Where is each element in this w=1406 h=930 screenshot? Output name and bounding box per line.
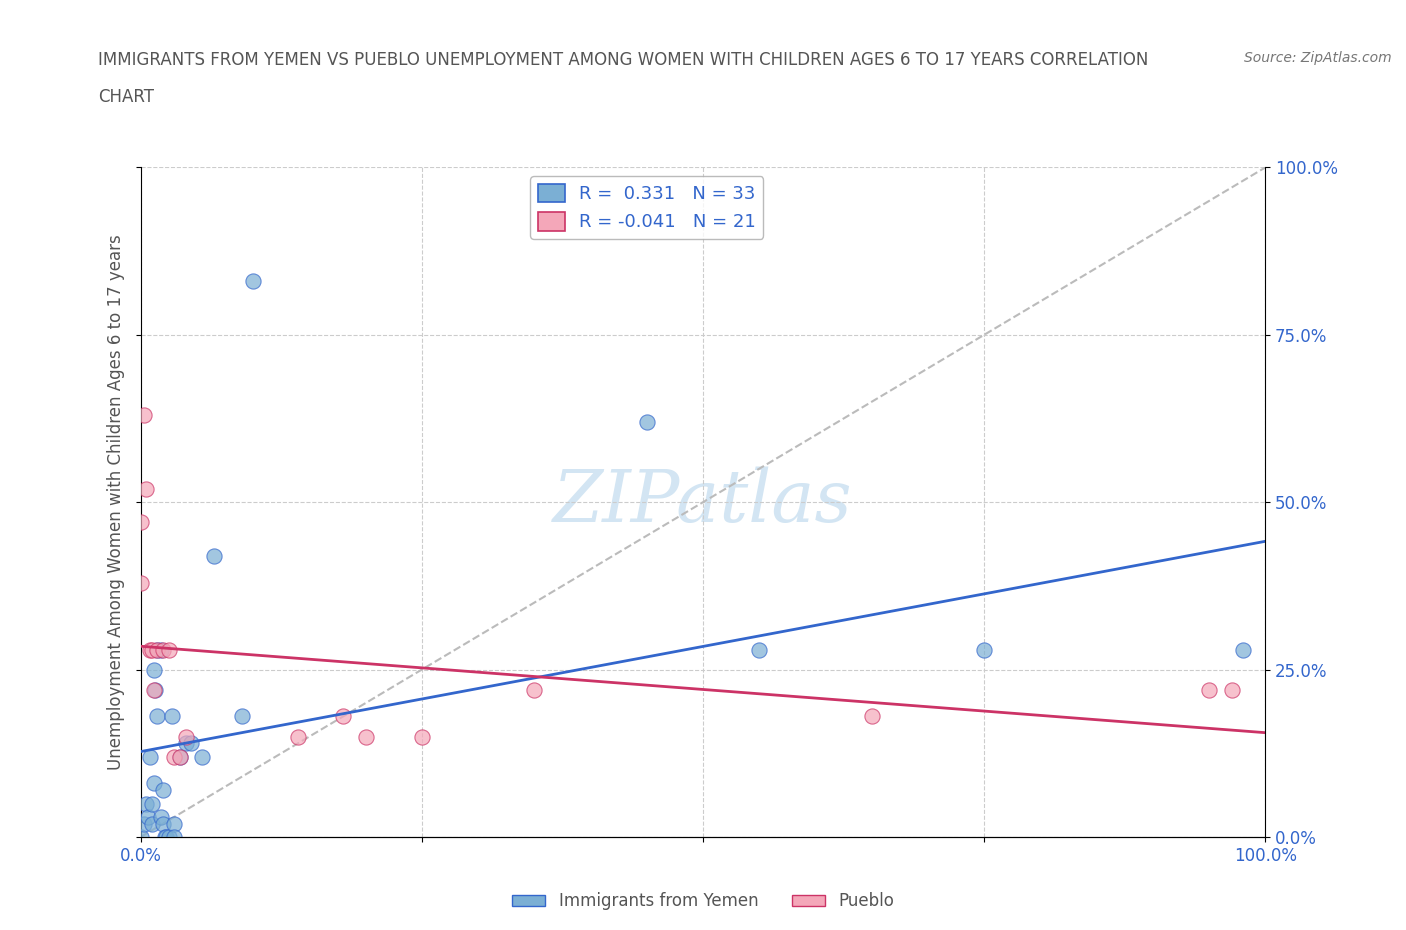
Point [163, 750, 186, 764]
Point [132, 817, 155, 831]
Point [141, 642, 163, 657]
Point [129, 575, 152, 590]
Point [202, 549, 225, 564]
Point [169, 750, 191, 764]
Point [143, 683, 166, 698]
Point [146, 642, 169, 657]
Point [860, 709, 883, 724]
Point [411, 729, 433, 744]
Point [163, 830, 186, 844]
Point [152, 817, 174, 831]
Legend: Immigrants from Yemen, Pueblo: Immigrants from Yemen, Pueblo [505, 885, 901, 917]
Point [143, 776, 166, 790]
Point [354, 729, 377, 744]
Point [160, 709, 183, 724]
Point [523, 683, 546, 698]
Point [636, 415, 658, 430]
Point [169, 750, 191, 764]
Point [149, 642, 172, 657]
Point [152, 783, 174, 798]
Point [748, 642, 770, 657]
Point [155, 830, 177, 844]
Point [132, 407, 155, 422]
Point [973, 642, 995, 657]
Point [1232, 642, 1254, 657]
Point [191, 750, 214, 764]
Point [174, 729, 197, 744]
Point [141, 817, 163, 831]
Text: ZIPatlas: ZIPatlas [553, 467, 853, 538]
Point [138, 809, 160, 824]
Point [138, 750, 160, 764]
Point [180, 736, 202, 751]
Point [141, 796, 163, 811]
Point [143, 683, 166, 698]
Text: IMMIGRANTS FROM YEMEN VS PUEBLO UNEMPLOYMENT AMONG WOMEN WITH CHILDREN AGES 6 TO: IMMIGRANTS FROM YEMEN VS PUEBLO UNEMPLOY… [98, 51, 1149, 69]
Point [174, 736, 197, 751]
Point [163, 817, 186, 831]
Point [157, 642, 180, 657]
Point [287, 729, 309, 744]
Point [146, 642, 169, 657]
Point [152, 642, 174, 657]
Point [242, 273, 264, 288]
Point [1220, 683, 1243, 698]
Point [143, 662, 166, 677]
Y-axis label: Unemployment Among Women with Children Ages 6 to 17 years: Unemployment Among Women with Children A… [107, 234, 125, 770]
Legend: R =  0.331   N = 33, R = -0.041   N = 21: R = 0.331 N = 33, R = -0.041 N = 21 [530, 177, 763, 239]
Point [231, 709, 253, 724]
Point [129, 830, 152, 844]
Point [135, 482, 157, 497]
Point [157, 830, 180, 844]
Text: CHART: CHART [98, 88, 155, 106]
Point [146, 709, 169, 724]
Point [155, 830, 177, 844]
Point [332, 709, 354, 724]
Point [135, 796, 157, 811]
Point [138, 642, 160, 657]
Point [149, 809, 172, 824]
Point [129, 515, 152, 530]
Point [1198, 683, 1220, 698]
Text: Source: ZipAtlas.com: Source: ZipAtlas.com [1244, 51, 1392, 65]
